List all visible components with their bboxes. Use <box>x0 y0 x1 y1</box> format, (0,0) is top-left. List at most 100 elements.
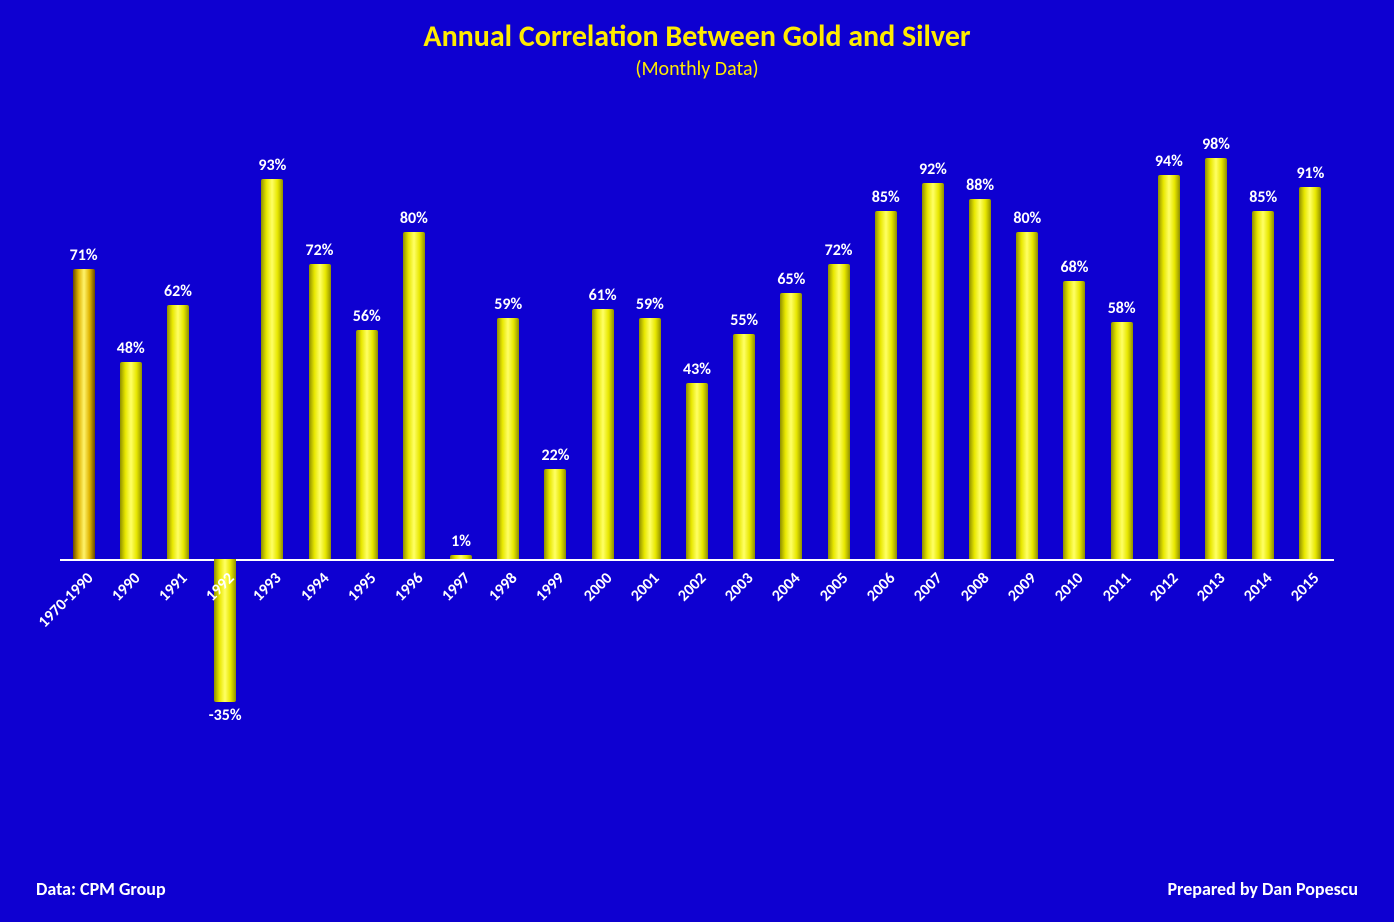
x-axis-label: 2000 <box>580 569 616 605</box>
bar: 88% <box>969 199 991 559</box>
bar: 62% <box>167 305 189 558</box>
x-axis-label: 1990 <box>108 569 144 605</box>
bar-value-label: 71% <box>54 246 114 265</box>
bar-slot: 94% 2012 <box>1145 120 1192 812</box>
bar-value-label: 85% <box>1233 188 1293 207</box>
bar-value-label: -35% <box>195 706 255 725</box>
bar-slot: -35%1992 <box>202 120 249 812</box>
x-axis-label: 1998 <box>485 569 521 605</box>
bar-slot: 80% 1996 <box>390 120 437 812</box>
bar: 71% <box>73 269 95 559</box>
bar-slot: 72% 1994 <box>296 120 343 812</box>
x-axis-label: 1994 <box>297 569 333 605</box>
bar-slot: 59% 1998 <box>485 120 532 812</box>
bar-slot: 80% 2009 <box>1004 120 1051 812</box>
bar: 85% <box>875 211 897 558</box>
bar: 92% <box>922 183 944 559</box>
bar-slot: 98% 2013 <box>1192 120 1239 812</box>
x-axis-label: 1970-1990 <box>34 569 97 632</box>
x-axis-label: 1993 <box>249 569 285 605</box>
bar-value-label: 93% <box>242 156 302 175</box>
chart-area: 71%1970-199048%199062%1991-35%199293%199… <box>60 120 1334 812</box>
bar-value-label: 59% <box>620 295 680 314</box>
bar-slot: 72% 2005 <box>815 120 862 812</box>
bar-value-label: 59% <box>478 295 538 314</box>
bar: 72% <box>828 264 850 558</box>
bar: 22% <box>544 469 566 559</box>
bar-value-label: 80% <box>997 209 1057 228</box>
x-axis-label: 2015 <box>1287 569 1323 605</box>
bar-slot: 68% 2010 <box>1051 120 1098 812</box>
bar-slot: 85% 2006 <box>862 120 909 812</box>
bar-slot: 1% 1997 <box>437 120 484 812</box>
bar: 91% <box>1299 187 1321 559</box>
bar-slot: 59% 2001 <box>626 120 673 812</box>
bar: 68% <box>1063 281 1085 559</box>
bar-value-label: 72% <box>809 241 869 260</box>
bar-value-label: 43% <box>667 360 727 379</box>
bar-value-label: 22% <box>525 446 585 465</box>
x-axis-label: 2013 <box>1193 569 1229 605</box>
bar: 61% <box>592 309 614 558</box>
bar-slot: 93% 1993 <box>249 120 296 812</box>
x-axis-label: 2004 <box>768 569 804 605</box>
x-axis-label: 2009 <box>1004 569 1040 605</box>
bar: 80% <box>1016 232 1038 559</box>
bar-slot: 55% 2003 <box>721 120 768 812</box>
bar-value-label: 62% <box>148 282 208 301</box>
bar-value-label: 1% <box>431 532 491 551</box>
bar-value-label: 48% <box>101 339 161 358</box>
bar: 59% <box>639 318 661 559</box>
x-axis-label: 2002 <box>674 569 710 605</box>
x-axis-label: 2007 <box>910 569 946 605</box>
bar: 59% <box>497 318 519 559</box>
x-axis-label: 2005 <box>816 569 852 605</box>
bar: 48% <box>120 362 142 558</box>
bar-value-label: 56% <box>337 307 397 326</box>
bar: 98% <box>1205 158 1227 558</box>
bar: 80% <box>403 232 425 559</box>
bar-value-label: 68% <box>1044 258 1104 277</box>
x-axis-label: 2008 <box>957 569 993 605</box>
bar-value-label: 58% <box>1092 299 1152 318</box>
author-label: Prepared by Dan Popescu <box>1167 878 1358 900</box>
x-axis-label: 1997 <box>438 569 474 605</box>
bar-value-label: 55% <box>714 311 774 330</box>
bar-slot: 43%2002 <box>673 120 720 812</box>
chart-title: Annual Correlation Between Gold and Silv… <box>0 18 1394 55</box>
bar: 65% <box>780 293 802 559</box>
bar-slot: 58%2011 <box>1098 120 1145 812</box>
bar-slot: 65% 2004 <box>768 120 815 812</box>
x-axis-label: 1996 <box>391 569 427 605</box>
bar: 94% <box>1158 175 1180 559</box>
x-axis-label: 1995 <box>344 569 380 605</box>
bar-slot: 71%1970-1990 <box>60 120 107 812</box>
bar-value-label: 85% <box>856 188 916 207</box>
bar-value-label: 91% <box>1280 164 1340 183</box>
bar-slot: 61% 2000 <box>579 120 626 812</box>
x-axis-label: 2010 <box>1052 569 1088 605</box>
x-axis-label: 2014 <box>1240 569 1276 605</box>
bar: 85% <box>1252 211 1274 558</box>
x-axis-label: 2001 <box>627 569 663 605</box>
x-axis-label: 2011 <box>1099 569 1135 605</box>
x-axis-label: 2003 <box>721 569 757 605</box>
x-axis-label: 2006 <box>863 569 899 605</box>
bar-value-label: 94% <box>1139 152 1199 171</box>
bar: 56% <box>356 330 378 559</box>
bar: 55% <box>733 334 755 559</box>
bar: 72% <box>309 264 331 558</box>
bar-slot: 91% 2015 <box>1287 120 1334 812</box>
bar-value-label: 88% <box>950 176 1010 195</box>
bar-slot: 85% 2014 <box>1240 120 1287 812</box>
bar-slot: 22%1999 <box>532 120 579 812</box>
bar-slot: 92% 2007 <box>909 120 956 812</box>
x-axis-label: 2012 <box>1146 569 1182 605</box>
x-axis-label: 1991 <box>155 569 191 605</box>
bar-slot: 48% 1990 <box>107 120 154 812</box>
bar-value-label: 72% <box>290 241 350 260</box>
bar-value-label: 65% <box>761 270 821 289</box>
bar: 1% <box>450 555 472 559</box>
data-source-label: Data: CPM Group <box>36 878 166 900</box>
bar: 93% <box>261 179 283 559</box>
